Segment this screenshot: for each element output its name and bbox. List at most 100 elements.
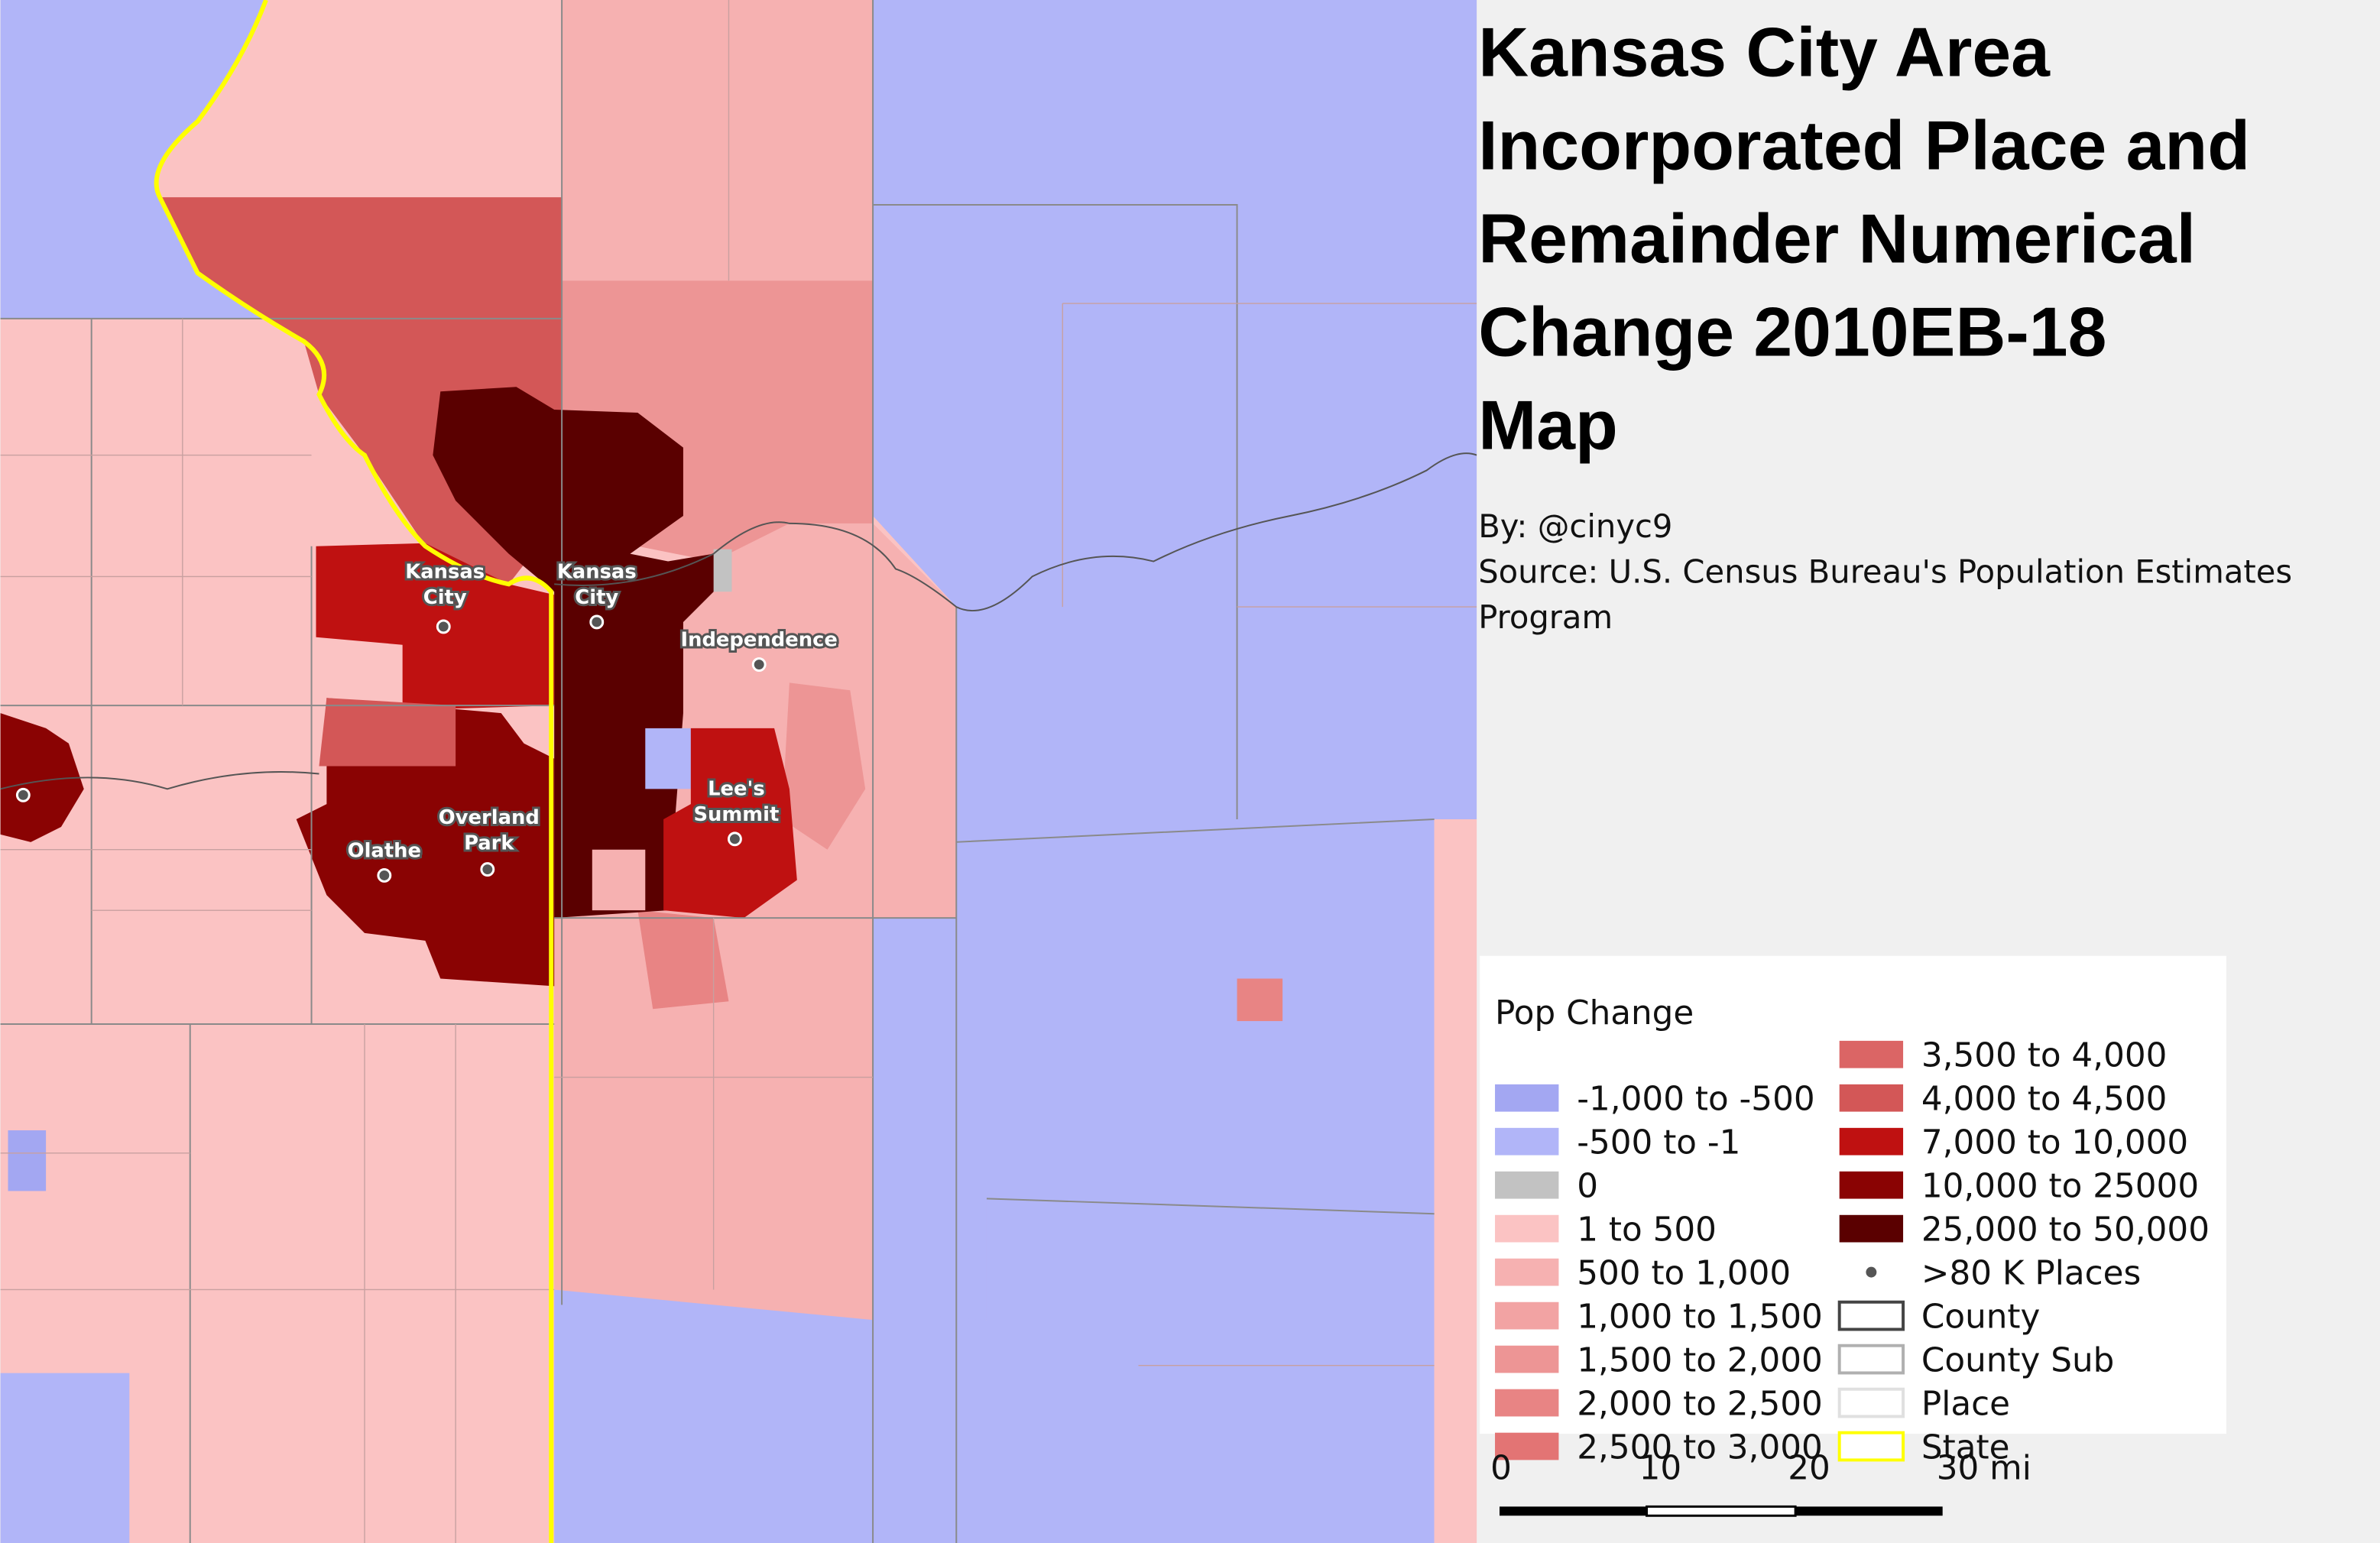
region-decline	[554, 1198, 1435, 1543]
place-label: Kansas	[557, 560, 637, 583]
legend-label: County Sub	[1921, 1340, 2114, 1379]
legend-label: 7,000 to 10,000	[1921, 1123, 2188, 1162]
legend-label: State	[1921, 1428, 2010, 1467]
legend-label: 4,000 to 4,500	[1921, 1080, 2168, 1119]
legend: Pop Change -1,000 to -500 -500 to -1 0 1 to …	[1495, 994, 2210, 1467]
scale-segment	[1499, 1506, 1647, 1516]
legend-swatch	[1837, 1387, 1905, 1418]
legend-label: 10,000 to 25000	[1921, 1167, 2199, 1206]
place-label: City	[575, 586, 618, 609]
legend-swatch	[1495, 1127, 1559, 1156]
place	[8, 1130, 47, 1191]
title-line: Change 2010EB-18	[1478, 293, 2106, 371]
place	[592, 849, 646, 911]
place-point	[15, 787, 31, 802]
place	[781, 682, 866, 850]
title-line: Map	[1478, 387, 1618, 465]
legend-swatch	[1839, 1040, 1904, 1068]
title-line: Remainder Numerical	[1478, 199, 2196, 277]
legend-swatch	[1839, 1084, 1904, 1112]
source-line: Program	[1478, 598, 1613, 636]
title: Kansas City Area Incorporated Place and Re…	[1478, 13, 2250, 464]
river	[0, 771, 319, 790]
legend-swatch	[1495, 1389, 1559, 1417]
legend-swatch	[1866, 1266, 1877, 1278]
legend-label: 500 to 1,000	[1577, 1254, 1791, 1293]
title-line: Kansas City Area	[1478, 13, 2051, 91]
place-point	[436, 619, 451, 634]
legend-label: 1,500 to 2,000	[1577, 1340, 1823, 1379]
place-label: Summit	[693, 803, 779, 826]
legend-swatch	[1839, 1214, 1904, 1243]
legend-label: -500 to -1	[1577, 1123, 1740, 1162]
river	[554, 452, 1477, 612]
scale-label: 0	[1490, 1449, 1512, 1488]
county-sub-boundary	[0, 0, 1477, 1543]
legend-label: 2,500 to 3,000	[1577, 1428, 1823, 1467]
place	[713, 549, 732, 592]
place	[319, 698, 456, 767]
legend-label: -1,000 to -500	[1577, 1080, 1814, 1119]
scale-label: 10	[1639, 1449, 1682, 1488]
place-point	[480, 862, 495, 877]
source-line: Source: U.S. Census Bureau's Population …	[1478, 553, 2292, 590]
place-label: Independence	[681, 629, 838, 652]
place	[0, 713, 84, 842]
info: By: @cinyc9 Source: U.S. Census Bureau's …	[1478, 507, 2292, 636]
legend-label: 1 to 500	[1577, 1211, 1717, 1250]
legend-label: Place	[1921, 1384, 2010, 1423]
legend-swatch	[1839, 1127, 1904, 1156]
legend-swatch	[1495, 1084, 1559, 1112]
title-line: Incorporated Place and	[1478, 106, 2250, 184]
scale-label: 20	[1788, 1449, 1830, 1488]
legend-swatch	[1839, 1171, 1904, 1199]
legend-swatch	[1495, 1258, 1559, 1286]
place-label: Olathe	[348, 840, 421, 863]
region-growth	[562, 0, 874, 281]
place-point	[751, 657, 767, 672]
legend-swatch	[1837, 1431, 1905, 1462]
scale-segment	[1795, 1506, 1943, 1516]
legend-swatch	[1495, 1302, 1559, 1330]
byline: By: @cinyc9	[1478, 507, 1672, 545]
legend-label: 0	[1577, 1167, 1598, 1206]
place	[645, 728, 691, 789]
region-decline	[0, 0, 266, 319]
region-decline	[873, 0, 1477, 1321]
place	[1237, 978, 1283, 1022]
legend-swatch	[1837, 1344, 1905, 1375]
county-boundary	[0, 0, 1435, 1543]
place-label: Overland	[439, 806, 540, 829]
legend-label: 3,500 to 4,000	[1921, 1036, 2168, 1075]
place	[663, 728, 797, 919]
legend-swatch	[1495, 1214, 1559, 1243]
legend-swatch	[1837, 1300, 1905, 1331]
legend-label: 2,000 to 2,500	[1577, 1384, 1823, 1423]
place	[637, 910, 729, 1010]
legend-label: 1,000 to 1,500	[1577, 1297, 1823, 1336]
place-labels: Kansas City Kansas City Independence Lee's Sum…	[345, 558, 840, 883]
place	[316, 543, 555, 711]
region-growth	[1434, 819, 1477, 1543]
place-label: Kansas	[405, 560, 485, 583]
place-label: Park	[464, 832, 514, 855]
legend-swatch	[1495, 1432, 1559, 1460]
place-label: Lee's	[708, 777, 765, 800]
legend-title: Pop Change	[1495, 994, 1694, 1032]
state-boundary	[154, 0, 554, 1543]
scale-label: 30 mi	[1937, 1449, 2031, 1488]
legend-label: 25,000 to 50,000	[1921, 1211, 2210, 1250]
place-point	[727, 831, 742, 847]
legend-label: County	[1921, 1297, 2040, 1336]
legend-swatch	[1495, 1345, 1559, 1373]
place-label: City	[423, 586, 467, 609]
map: Kansas City Kansas City Independence Lee's Sum…	[0, 0, 1477, 1543]
scale-bar: 0 10 20 30 mi	[1490, 1449, 2031, 1517]
legend-swatch	[1495, 1171, 1559, 1199]
place-point	[377, 868, 392, 883]
region-decline	[0, 1373, 130, 1543]
legend-label: >80 K Places	[1921, 1254, 2141, 1293]
place-point	[589, 614, 605, 630]
